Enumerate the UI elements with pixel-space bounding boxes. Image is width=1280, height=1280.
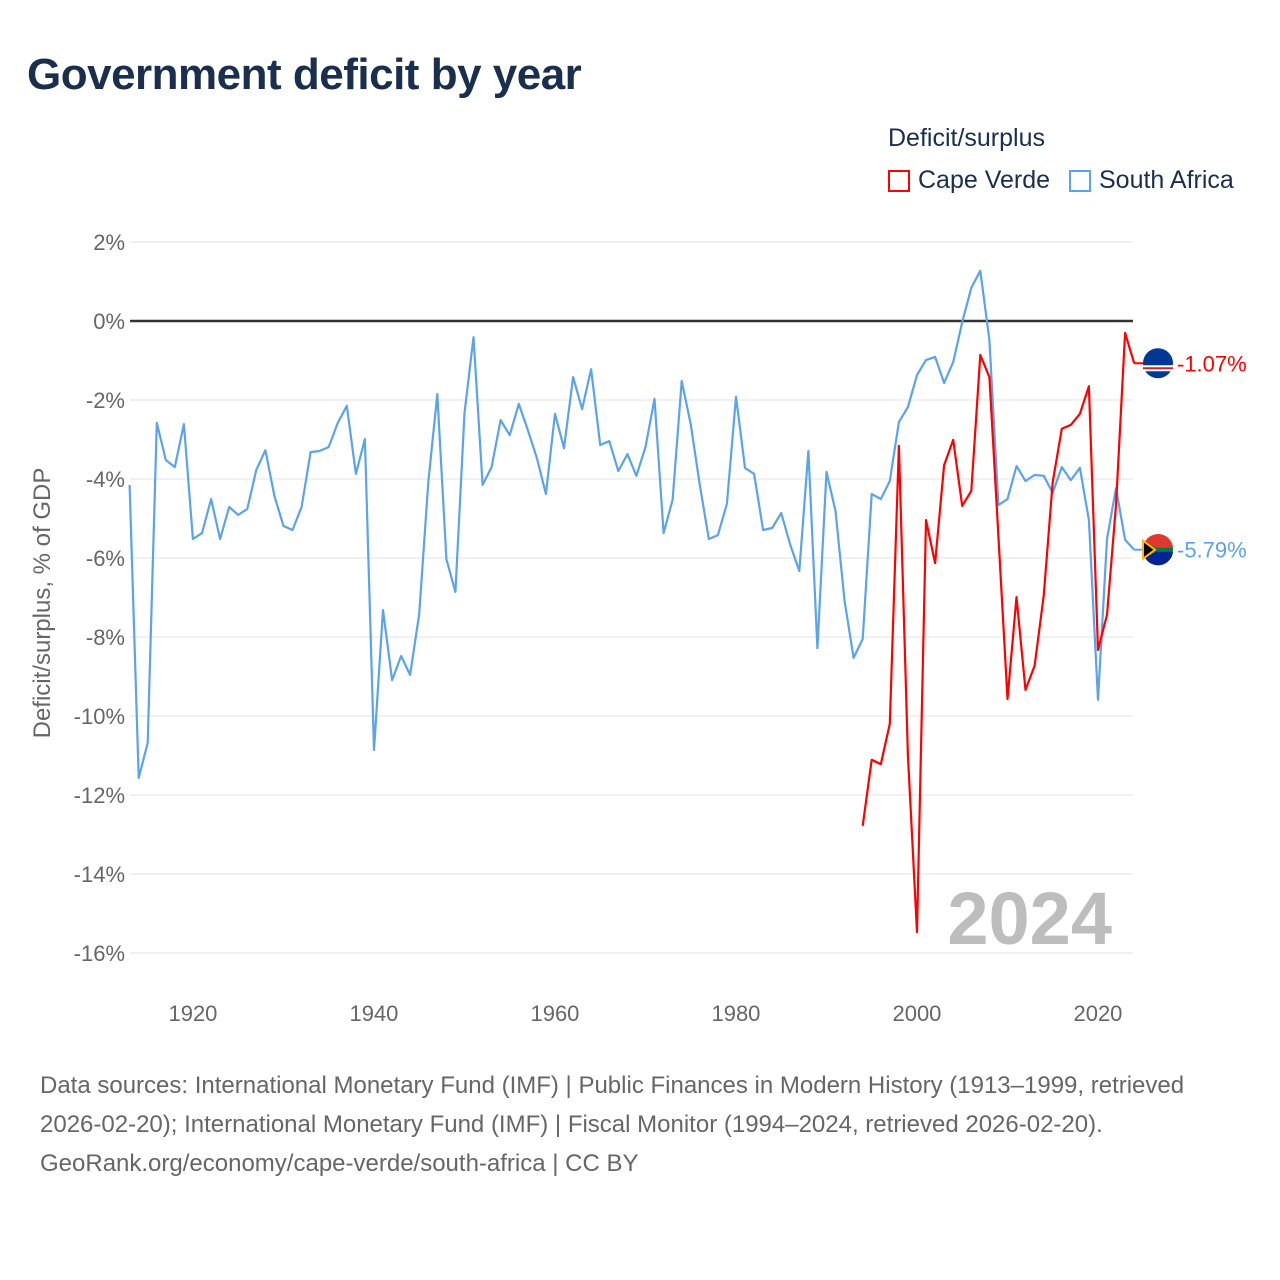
x-tick-label: 1980 <box>711 1001 760 1026</box>
legend-swatch <box>1069 169 1091 192</box>
y-tick-label: 2% <box>93 230 125 255</box>
flag-triangle <box>1142 538 1157 561</box>
y-tick-label: -14% <box>74 862 125 887</box>
flag-red <box>1145 534 1173 548</box>
line-chart: Deficit/surplus, % of GDP 2% 0% -2% -4% -6% -… <box>29 230 1247 1026</box>
flag-blue <box>1145 551 1173 566</box>
y-tick-label: -6% <box>86 546 125 571</box>
y-tick-label: -12% <box>74 783 125 808</box>
footer: Data sources: International Monetary Fun… <box>40 1066 1250 1183</box>
end-value-label: -1.07% <box>1177 351 1247 376</box>
y-tick-label: -10% <box>74 704 125 729</box>
flag-field <box>1143 348 1173 379</box>
source-link[interactable]: GeoRank.org/economy/cape-verde/south-afr… <box>40 1150 639 1177</box>
x-tick-label: 1940 <box>349 1001 398 1026</box>
y-axis-label: Deficit/surplus, % of GDP <box>29 468 56 739</box>
series-line-south-africa <box>128 269 1136 780</box>
chart-title: Government deficit by year <box>27 50 582 99</box>
legend-title: Deficit/surplus <box>888 124 1045 152</box>
data-sources: Data sources: International Monetary Fun… <box>40 1072 1185 1138</box>
x-tick-label: 1960 <box>530 1001 579 1026</box>
y-tick-label: -2% <box>86 388 125 413</box>
x-tick-label: 2020 <box>1073 1001 1122 1026</box>
x-tick-label: 1920 <box>168 1001 217 1026</box>
legend-swatch <box>888 169 910 192</box>
legend-item-cape-verde[interactable]: Cape Verde <box>888 166 1050 195</box>
legend-item-south-africa[interactable]: South Africa <box>1069 166 1234 195</box>
legend-label: Cape Verde <box>918 166 1051 194</box>
y-tick-label: -16% <box>74 941 125 966</box>
series-line-cape-verde <box>861 331 1136 934</box>
y-tick-label: 0% <box>93 309 125 334</box>
y-tick-label: -8% <box>86 625 125 650</box>
x-tick-label: 2000 <box>892 1001 941 1026</box>
cape-verde-flag-icon <box>1143 348 1173 379</box>
year-watermark: 2024 <box>947 877 1112 960</box>
end-value-label: -5.79% <box>1177 538 1247 563</box>
flag-stripe <box>1143 367 1173 370</box>
y-tick-label: -4% <box>86 467 125 492</box>
south-africa-flag-icon <box>1142 534 1173 566</box>
legend-label: South Africa <box>1099 166 1234 194</box>
